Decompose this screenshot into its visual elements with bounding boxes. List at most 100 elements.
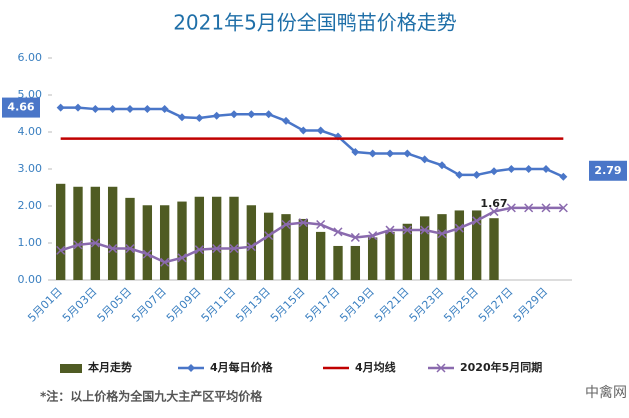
marker: [472, 216, 482, 226]
legend-label: 4月均线: [355, 360, 396, 374]
marker: [160, 105, 169, 114]
marker: [437, 229, 447, 239]
bar: [281, 214, 291, 280]
marker: [229, 244, 239, 254]
marker: [455, 170, 464, 179]
marker: [403, 149, 412, 158]
bar: [90, 186, 101, 280]
legend-label: 本月走势: [88, 360, 132, 374]
marker: [489, 207, 499, 217]
legend-marker: [436, 363, 446, 373]
data-label: 1.67: [480, 197, 507, 210]
y-tick-label: 1.00: [18, 236, 43, 249]
bar: [471, 210, 482, 280]
bar: [333, 245, 343, 280]
marker: [420, 155, 429, 164]
marker: [298, 218, 308, 228]
bar: [55, 183, 66, 280]
marker: [316, 126, 325, 135]
marker: [281, 219, 291, 230]
bar: [159, 205, 170, 280]
marker: [490, 167, 498, 176]
bar: [142, 205, 153, 280]
marker: [194, 245, 204, 255]
marker: [74, 103, 82, 112]
bar: [454, 210, 465, 280]
bar: [437, 214, 447, 280]
marker: [142, 249, 152, 259]
bar: [350, 245, 361, 280]
marker: [524, 203, 534, 213]
marker: [385, 225, 395, 235]
marker: [541, 203, 551, 213]
marker: [91, 105, 100, 114]
marker: [264, 110, 273, 119]
marker: [212, 244, 222, 254]
legend-label: 2020年5月同期: [460, 360, 542, 374]
marker: [160, 257, 170, 267]
marker: [195, 113, 204, 122]
y-tick-label: 4.00: [18, 125, 43, 138]
marker: [472, 170, 481, 179]
bar: [298, 218, 309, 280]
bar: [177, 201, 187, 280]
marker: [316, 219, 326, 230]
marker: [559, 172, 568, 181]
marker: [73, 240, 83, 250]
legend-label: 4月每日价格: [210, 360, 274, 374]
marker: [542, 165, 550, 173]
legend-marker: [187, 364, 195, 372]
marker: [454, 223, 464, 233]
data-label: 4.66: [7, 101, 34, 114]
bar: [229, 196, 239, 280]
legend-swatch: [60, 364, 82, 373]
source: 中禽网: [585, 384, 627, 401]
marker: [558, 203, 568, 213]
marker: [368, 231, 378, 241]
y-tick-label: 0.00: [18, 273, 43, 286]
marker: [108, 244, 118, 254]
marker: [247, 110, 256, 119]
marker: [438, 161, 446, 170]
bar: [107, 186, 118, 280]
marker: [524, 165, 533, 173]
data-label: 2.79: [594, 164, 621, 177]
marker: [386, 149, 394, 158]
bar: [367, 237, 378, 280]
marker: [264, 231, 274, 241]
bar: [194, 196, 205, 280]
bar: [125, 197, 135, 280]
bar: [385, 231, 395, 280]
marker: [333, 227, 343, 237]
marker: [56, 103, 65, 112]
bar: [489, 218, 499, 280]
footnote: *注：以上价格为全国九大主产区平均价格: [40, 389, 263, 404]
bar: [73, 186, 83, 280]
marker: [420, 225, 430, 235]
marker: [350, 232, 360, 242]
marker: [368, 149, 377, 158]
y-tick-label: 3.00: [18, 162, 43, 175]
bar: [246, 205, 257, 280]
marker: [143, 105, 152, 114]
bar: [402, 223, 413, 280]
marker: [212, 111, 221, 120]
line: [60, 206, 564, 264]
marker: [90, 238, 100, 248]
marker: [56, 245, 66, 255]
y-tick-label: 6.00: [18, 51, 43, 64]
marker: [246, 242, 256, 252]
data-label-box: [589, 160, 627, 181]
y-tick-label: 2.00: [18, 199, 43, 212]
marker: [282, 116, 290, 125]
marker: [126, 105, 134, 114]
marker: [402, 225, 412, 235]
bar: [419, 216, 430, 280]
marker: [230, 110, 238, 119]
marker: [125, 244, 135, 254]
bar: [211, 196, 222, 280]
data-label-box: [2, 97, 40, 118]
bar: [315, 231, 326, 280]
marker: [178, 113, 186, 122]
